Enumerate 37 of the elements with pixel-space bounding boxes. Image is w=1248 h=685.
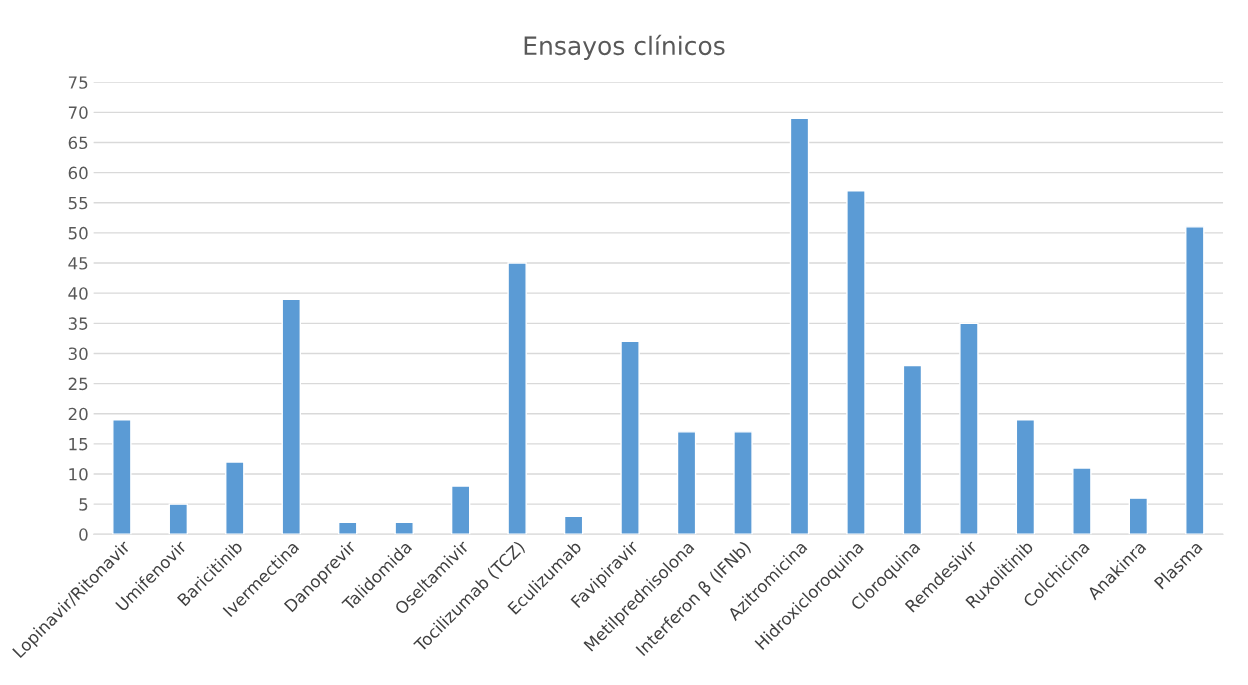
bar <box>450 485 471 535</box>
y-tick-label: 50 <box>68 226 88 240</box>
bar <box>112 419 132 535</box>
bar <box>959 322 979 535</box>
bar <box>1185 226 1205 535</box>
bar <box>1072 467 1092 535</box>
y-tick-label: 55 <box>68 196 88 210</box>
y-tick-label: 5 <box>79 498 88 511</box>
bar <box>676 431 697 535</box>
bar <box>902 364 923 535</box>
bar <box>789 117 810 535</box>
y-tick-label: 0 <box>79 528 88 541</box>
bar <box>168 503 189 535</box>
y-tick-label: 40 <box>68 287 88 300</box>
bar <box>563 515 584 535</box>
bar <box>281 298 301 535</box>
y-tick-label: 15 <box>69 438 88 451</box>
chart-title: Ensayos clínicos <box>524 34 725 60</box>
bar <box>1128 497 1149 535</box>
y-tick-label: 30 <box>68 347 88 361</box>
bar <box>620 340 640 535</box>
y-tick-label: 75 <box>68 76 88 89</box>
y-tick-label: 20 <box>68 407 88 421</box>
bar <box>337 521 358 535</box>
bar <box>394 521 414 535</box>
y-tick-label: 60 <box>68 166 88 180</box>
bar <box>846 190 866 535</box>
y-tick-label: 25 <box>68 377 88 391</box>
y-tick-label: 10 <box>69 467 88 481</box>
bar <box>1015 419 1036 535</box>
bar <box>225 461 245 535</box>
y-tick-label: 65 <box>68 136 88 150</box>
y-tick-label: 35 <box>68 317 88 330</box>
bar <box>507 262 527 535</box>
y-tick-label: 45 <box>68 257 88 270</box>
bar <box>733 431 753 535</box>
y-tick-label: 70 <box>68 106 88 119</box>
